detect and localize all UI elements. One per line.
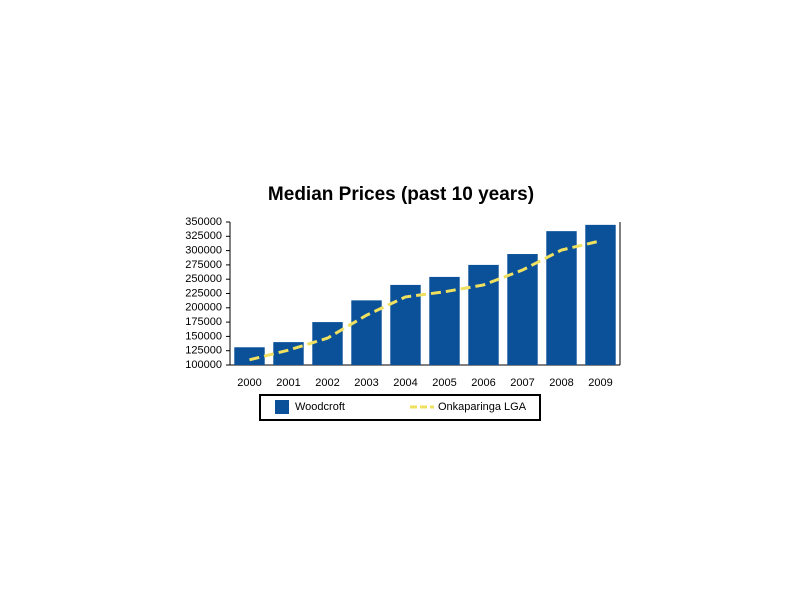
y-tick-label: 250000 [185, 273, 222, 285]
y-tick-label: 150000 [185, 330, 222, 342]
x-tick-label: 2007 [510, 377, 534, 389]
legend-box [259, 394, 541, 421]
bar [429, 276, 460, 365]
x-tick-label: 2001 [276, 377, 300, 389]
y-tick-label: 200000 [185, 302, 222, 314]
x-tick-label: 2006 [471, 377, 495, 389]
y-tick-label: 325000 [185, 230, 222, 242]
y-tick-label: 225000 [185, 287, 222, 299]
y-tick-label: 300000 [185, 245, 222, 257]
bar [546, 231, 577, 365]
x-tick-label: 2009 [588, 377, 612, 389]
bar [234, 347, 265, 365]
x-tick-label: 2004 [393, 377, 417, 389]
chart-title: Median Prices (past 10 years) [268, 184, 534, 205]
y-tick-label: 100000 [185, 359, 222, 371]
legend-swatch [275, 400, 289, 414]
x-tick-label: 2005 [432, 377, 456, 389]
x-tick-label: 2003 [354, 377, 378, 389]
y-tick-label: 125000 [185, 345, 222, 357]
x-tick-label: 2002 [315, 377, 339, 389]
bar [312, 322, 343, 365]
y-tick-label: 275000 [185, 259, 222, 271]
legend-label: Woodcroft [295, 401, 345, 413]
y-tick-label: 350000 [185, 216, 222, 228]
x-tick-label: 2000 [237, 377, 261, 389]
y-tick-label: 175000 [185, 316, 222, 328]
legend-label: Onkaparinga LGA [438, 401, 527, 413]
x-tick-label: 2008 [549, 377, 573, 389]
line [249, 239, 601, 362]
bar [585, 224, 616, 365]
